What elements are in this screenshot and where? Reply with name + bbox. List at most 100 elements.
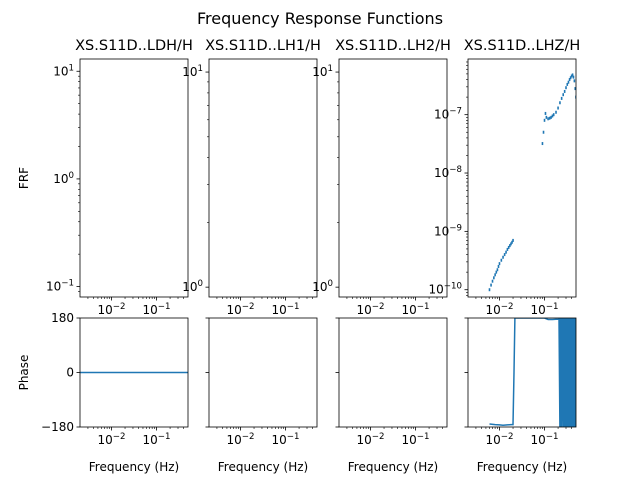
series-ph3 [489,318,576,427]
data-point [573,79,576,83]
data-point [500,258,503,262]
data-point [505,250,507,254]
x-axis-label: Frequency (Hz) [348,460,439,474]
x-tick-label: 10−2 [226,302,254,317]
x-tick-label: 10−1 [143,432,171,447]
y-tick-label: 10−9 [434,223,462,238]
axes-frame [79,58,189,298]
data-point [510,242,512,246]
data-point [559,101,561,105]
data-point [511,240,513,244]
panel-ph1: 10−2 10−1 Frequency (Hz) [205,317,318,474]
data-point [544,111,547,115]
y-tick-label: 101 [53,63,74,78]
data-point [560,96,563,100]
x-tick-label: 10−1 [143,302,171,317]
x-tick-label: 10−1 [272,432,300,447]
figure-title: Frequency Response Functions [197,9,443,28]
axes-frame [338,58,448,298]
data-point [502,255,504,259]
x-axis-label: Frequency (Hz) [218,460,309,474]
panel-amp3: 10−2 10−1 10−10 10−9 10−8 10−7 XS.S11D..LHZ/H [429,38,581,317]
y-tick-label: 100 [312,279,333,294]
panel-title: XS.S11D..LDH/H [75,38,193,54]
data-point [506,247,509,251]
axes-frame [208,58,318,298]
y-axis-label: FRF [17,167,31,189]
data-point [572,75,575,79]
data-point [551,114,554,118]
series-amp3 [488,73,576,292]
x-tick-label: 10−1 [531,432,559,447]
x-tick-label: 10−1 [402,432,430,447]
data-point [555,110,557,114]
data-point [571,73,574,77]
data-point [495,270,498,274]
data-point [563,89,566,93]
panel-title: XS.S11D..LH1/H [205,38,321,54]
data-point [491,279,494,283]
axes-frame [338,317,448,428]
panel-title: XS.S11D..LHZ/H [464,38,581,54]
axes-frame [467,58,577,298]
data-point [493,276,495,280]
y-tick-label: 10−7 [434,107,462,122]
data-point [570,74,573,78]
data-point [567,80,570,84]
panel-ph2: 10−2 10−1 Frequency (Hz) [335,317,448,474]
x-tick-label: 10−2 [97,432,125,447]
y-tick-label: 180 [51,311,74,325]
data-point [550,115,552,119]
y-tick-label: 100 [53,171,74,186]
x-tick-label: 10−2 [485,432,513,447]
data-point [557,106,559,110]
data-point [503,253,506,257]
y-tick-label: 10−10 [429,282,462,297]
y-tick-label: 100 [182,279,203,294]
y-tick-label: 10−8 [434,165,462,180]
data-point [547,117,549,121]
data-point [575,95,576,99]
x-tick-label: 10−2 [356,302,384,317]
series-line [489,318,576,427]
axes-frame [208,317,318,428]
data-point [490,283,492,287]
data-point [507,245,510,249]
data-point [512,238,514,242]
data-point [566,82,569,86]
data-point [545,115,548,119]
data-point [574,87,576,91]
x-tick-label: 10−1 [402,302,430,317]
x-axis-label: Frequency (Hz) [477,460,568,474]
data-point [552,113,555,117]
x-tick-label: 10−2 [356,432,384,447]
y-tick-label: 0 [66,366,74,380]
y-tick-label: 101 [182,64,203,79]
x-axis-label: Frequency (Hz) [89,460,180,474]
y-tick-label: 10−1 [46,279,74,294]
data-point [497,264,500,268]
data-point [509,244,511,248]
data-point [568,78,571,82]
data-point [488,288,491,292]
x-tick-label: 10−2 [226,432,254,447]
data-point [494,273,496,277]
data-point [565,86,567,90]
x-tick-label: 10−1 [531,302,559,317]
x-tick-label: 10−2 [97,302,125,317]
panel-title: XS.S11D..LH2/H [335,38,451,54]
x-tick-label: 10−1 [272,302,300,317]
y-tick-label: 101 [312,64,333,79]
panel-ph0: 10−2 10−1 180 0 −180 Phase Frequency (Hz) [17,311,189,474]
data-point [541,142,544,146]
data-point [543,118,546,122]
data-point [569,76,572,80]
data-point [496,268,499,272]
data-point [498,262,501,266]
y-axis-label: Phase [17,355,31,391]
y-tick-label: −180 [41,420,74,434]
